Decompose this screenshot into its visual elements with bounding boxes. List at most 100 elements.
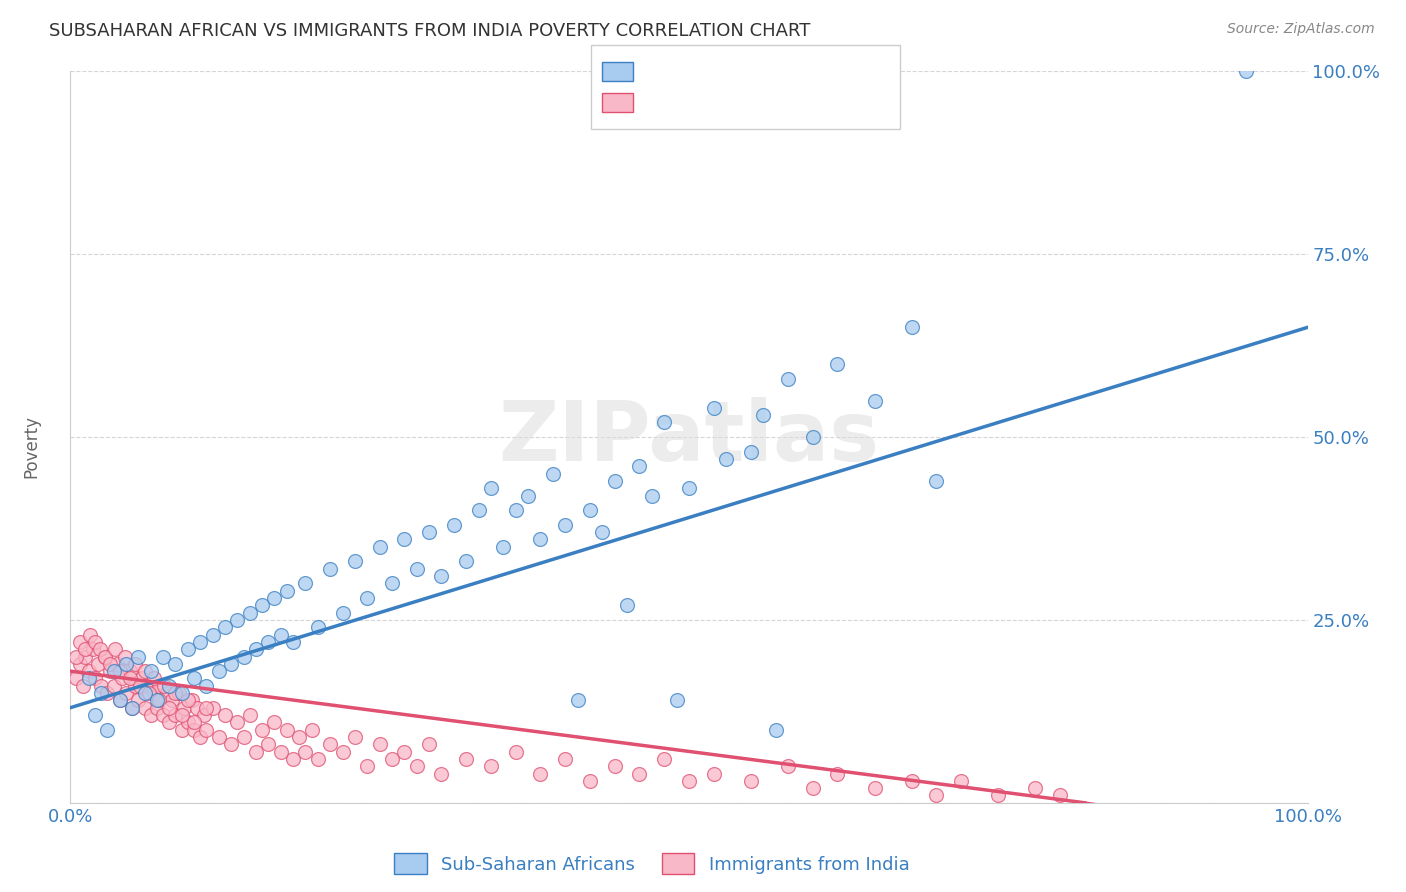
- Point: [208, 730, 231, 744]
- Point: [124, 657, 146, 671]
- Point: [157, 679, 180, 693]
- Point: [186, 700, 208, 714]
- Point: [124, 679, 146, 693]
- Point: [79, 627, 101, 641]
- Point: [740, 444, 762, 458]
- Point: [195, 679, 218, 693]
- Point: [319, 562, 342, 576]
- Point: [77, 664, 100, 678]
- Point: [201, 627, 224, 641]
- Point: [307, 752, 329, 766]
- Point: [157, 715, 180, 730]
- Point: [381, 752, 404, 766]
- Point: [139, 708, 162, 723]
- Point: [214, 620, 236, 634]
- Point: [343, 730, 366, 744]
- Point: [177, 693, 200, 707]
- Point: [219, 657, 242, 671]
- Point: [541, 467, 564, 481]
- Point: [84, 635, 107, 649]
- Text: Poverty: Poverty: [22, 415, 39, 477]
- Point: [628, 459, 651, 474]
- Point: [281, 752, 304, 766]
- Point: [641, 489, 664, 503]
- Point: [245, 745, 267, 759]
- Point: [603, 759, 626, 773]
- Point: [75, 642, 97, 657]
- Point: [183, 672, 205, 686]
- Text: N =: N =: [756, 62, 796, 80]
- Point: [134, 700, 156, 714]
- Point: [173, 700, 195, 714]
- Point: [276, 583, 298, 598]
- Point: [108, 664, 131, 678]
- Point: [156, 686, 179, 700]
- Point: [776, 371, 799, 385]
- Point: [148, 679, 170, 693]
- Point: [529, 533, 551, 547]
- Point: [193, 708, 215, 723]
- Point: [579, 503, 602, 517]
- Point: [103, 664, 125, 678]
- Text: 118: 118: [799, 94, 837, 112]
- Point: [195, 723, 218, 737]
- Legend: Sub-Saharan Africans, Immigrants from India: Sub-Saharan Africans, Immigrants from In…: [387, 847, 917, 881]
- Point: [121, 700, 143, 714]
- Point: [381, 576, 404, 591]
- Point: [714, 452, 737, 467]
- Text: R =: R =: [644, 62, 683, 80]
- Point: [554, 517, 576, 532]
- Point: [69, 635, 91, 649]
- Point: [180, 693, 202, 707]
- Point: [214, 708, 236, 723]
- Point: [294, 576, 316, 591]
- Point: [165, 708, 187, 723]
- Point: [276, 723, 298, 737]
- Point: [157, 700, 180, 714]
- Point: [479, 481, 502, 495]
- Point: [263, 591, 285, 605]
- Point: [430, 569, 453, 583]
- Point: [752, 408, 775, 422]
- Point: [479, 759, 502, 773]
- Point: [863, 393, 886, 408]
- Point: [678, 773, 700, 788]
- Point: [170, 723, 193, 737]
- Point: [616, 599, 638, 613]
- Point: [183, 723, 205, 737]
- Point: [118, 664, 141, 678]
- Point: [226, 613, 249, 627]
- Point: [987, 789, 1010, 803]
- Point: [467, 503, 489, 517]
- Point: [925, 789, 948, 803]
- Point: [195, 700, 218, 714]
- Point: [177, 715, 200, 730]
- Point: [143, 686, 166, 700]
- Point: [96, 686, 118, 700]
- Point: [219, 737, 242, 751]
- Point: [319, 737, 342, 751]
- Point: [90, 686, 112, 700]
- Point: [121, 700, 143, 714]
- Point: [776, 759, 799, 773]
- Point: [239, 708, 262, 723]
- Point: [405, 562, 427, 576]
- Point: [146, 693, 169, 707]
- Point: [368, 540, 391, 554]
- Point: [270, 745, 292, 759]
- Point: [118, 672, 141, 686]
- Point: [628, 766, 651, 780]
- Point: [1234, 64, 1257, 78]
- Point: [356, 759, 378, 773]
- Point: [148, 693, 170, 707]
- Text: ZIPatlas: ZIPatlas: [499, 397, 879, 477]
- Point: [505, 503, 527, 517]
- Point: [740, 773, 762, 788]
- Point: [456, 554, 478, 568]
- Point: [114, 649, 136, 664]
- Point: [263, 715, 285, 730]
- Point: [245, 642, 267, 657]
- Point: [529, 766, 551, 780]
- Point: [703, 401, 725, 415]
- Point: [591, 525, 613, 540]
